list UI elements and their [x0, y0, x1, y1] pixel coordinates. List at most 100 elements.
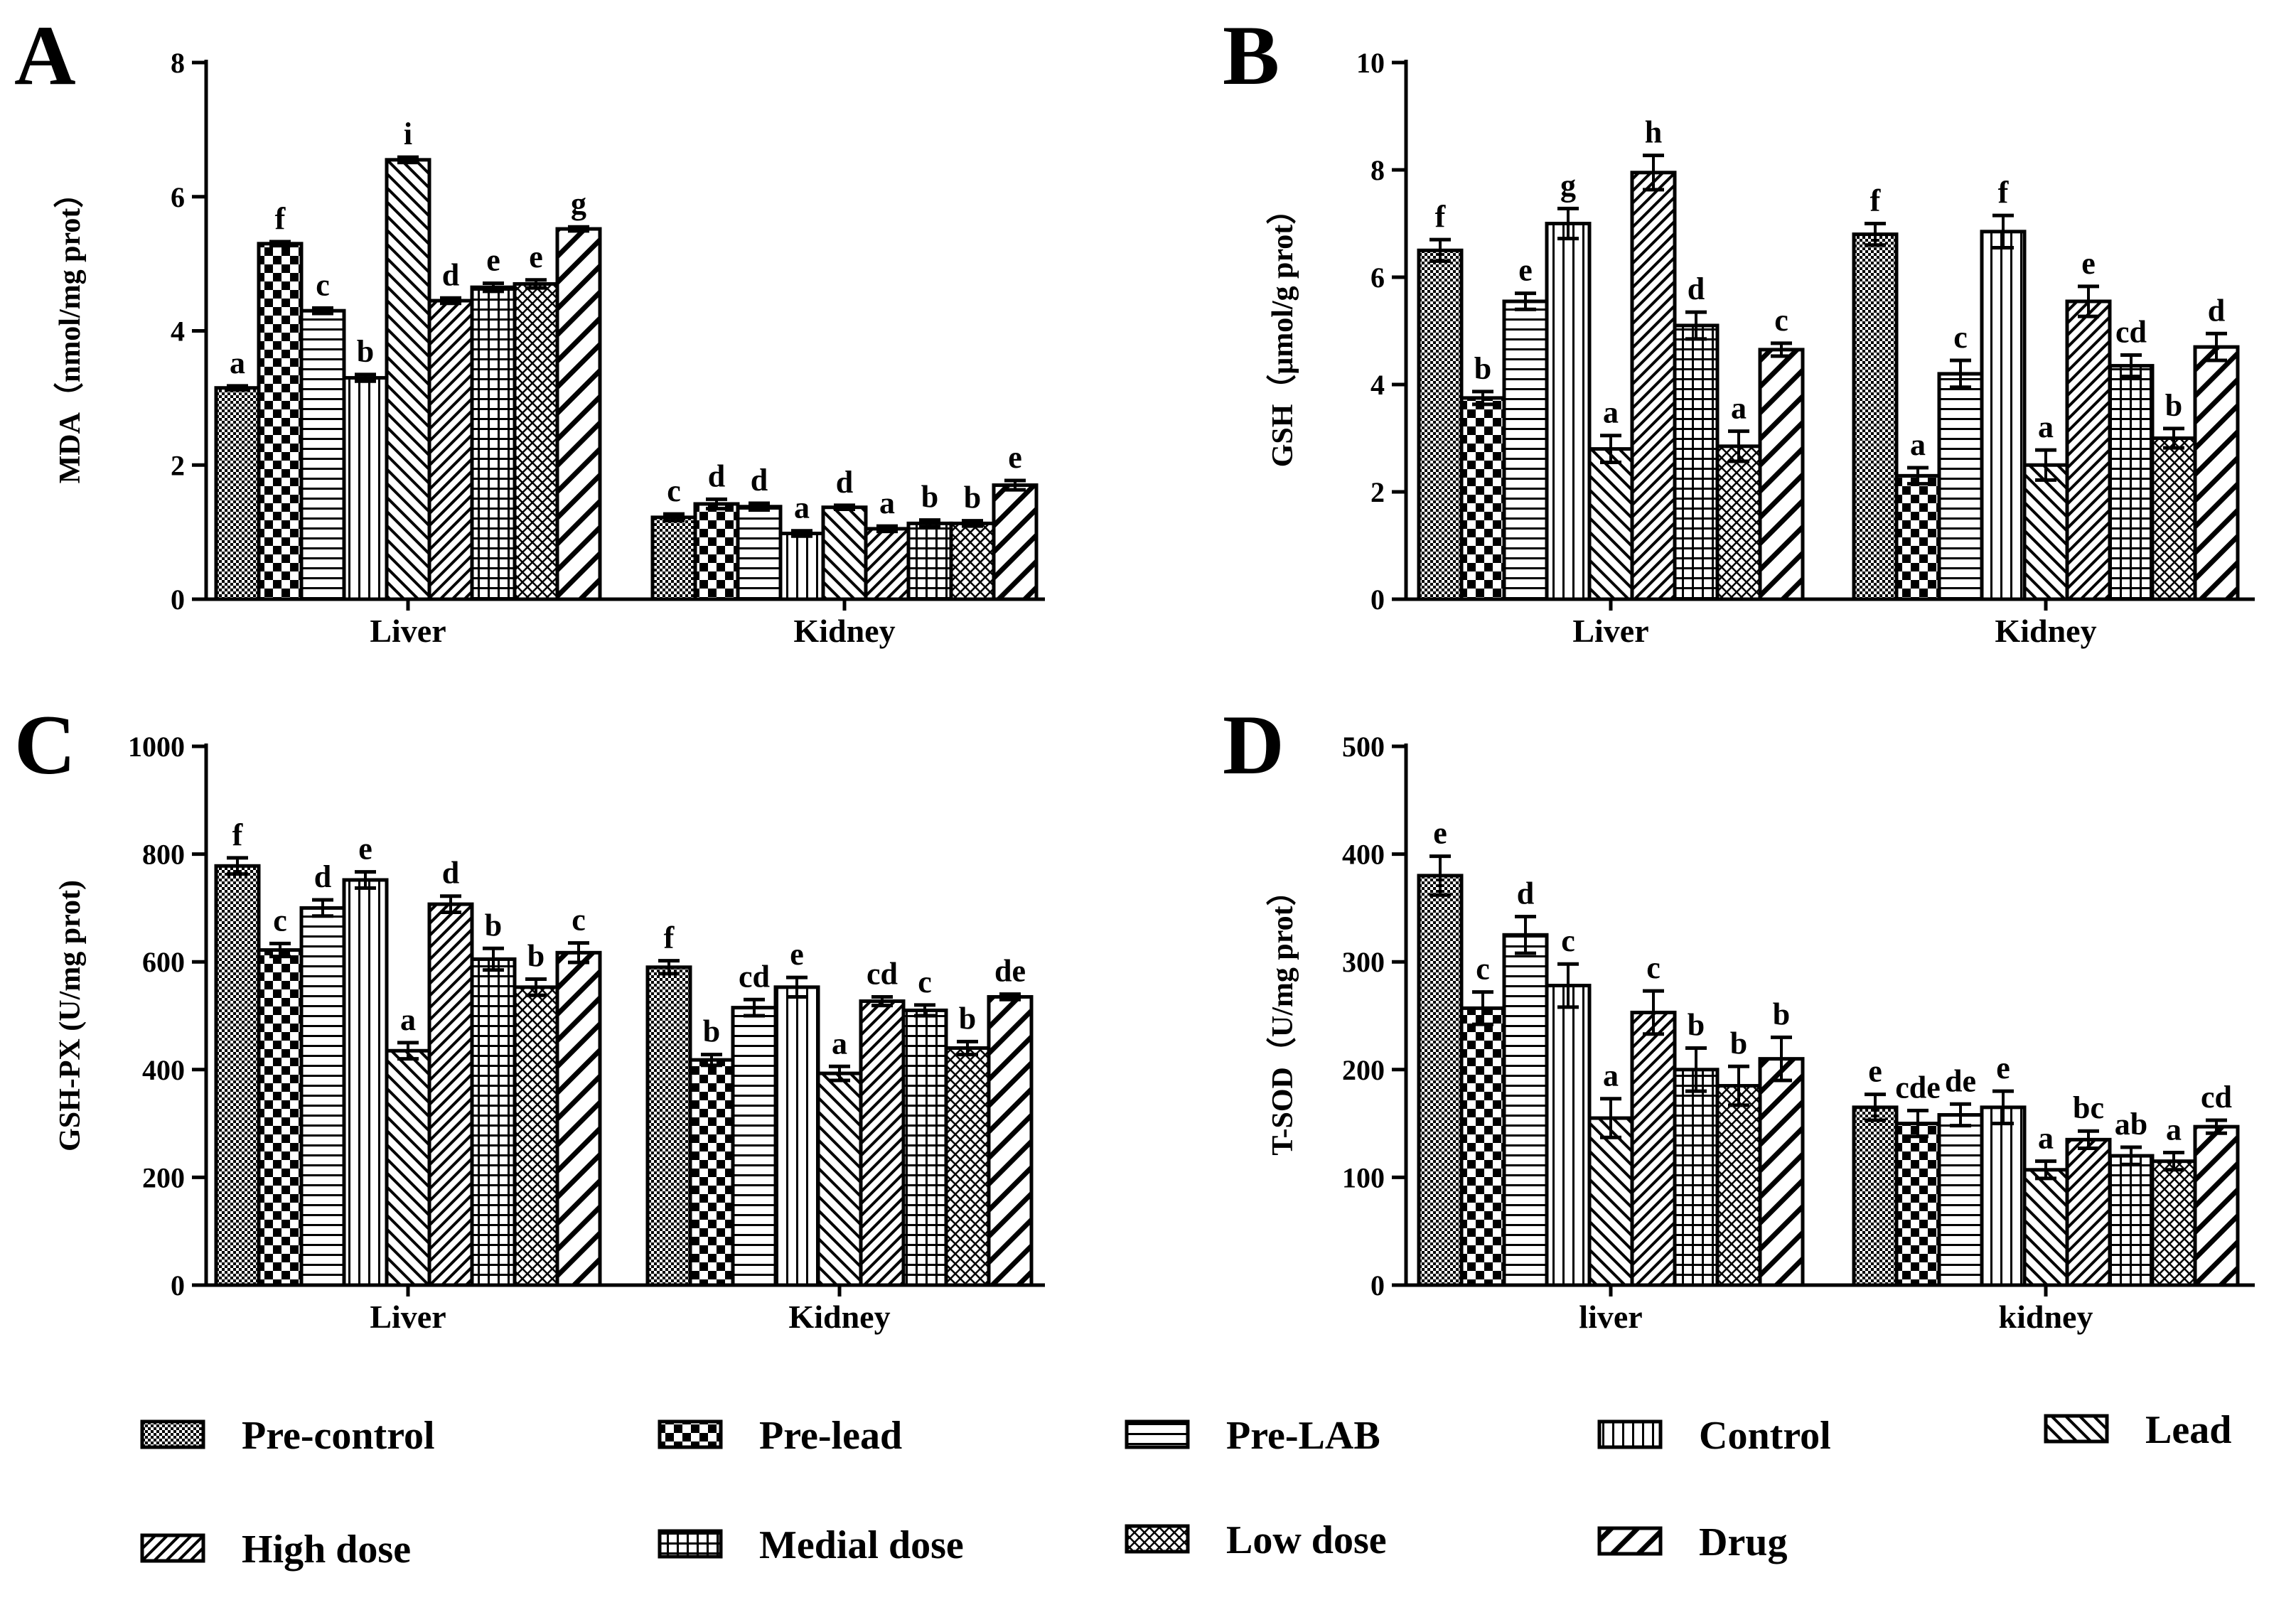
bar-low-dose-kidney: [2150, 436, 2197, 601]
error-bar: [440, 296, 461, 306]
error-bar: [1515, 291, 1536, 311]
y-tick-label: 2: [171, 449, 185, 481]
panel-letter: D: [1223, 697, 1284, 792]
bar-pre-control-kidney: [1852, 232, 1899, 601]
significance-letter: c: [1774, 303, 1788, 338]
error-bar: [312, 898, 333, 918]
significance-letter: b: [921, 480, 938, 515]
y-tick-label: 0: [1370, 584, 1385, 616]
error-bar: [397, 1041, 419, 1061]
bar-medial-dose-kidney: [2108, 364, 2155, 601]
error-bar: [919, 518, 940, 529]
significance-letter: d: [836, 465, 853, 500]
y-tick-label: 0: [171, 584, 185, 616]
significance-letter: a: [2038, 1121, 2054, 1156]
bar-pre-lab-liver: [1502, 933, 1549, 1287]
bar-pre-control-kidney: [645, 965, 692, 1287]
y-tick-label: 8: [171, 47, 185, 79]
significance-letter: d: [1688, 272, 1705, 306]
bar-control-kidney: [1980, 230, 2027, 601]
significance-letter: b: [1773, 997, 1790, 1031]
bar-high-dose-kidney: [2065, 299, 2112, 601]
bar-pre-lab-liver: [1502, 299, 1549, 601]
category-label-kidney: kidney: [1999, 1299, 2093, 1335]
category-label-kidney: Kidney: [788, 1299, 890, 1335]
y-tick-label: 0: [1370, 1269, 1385, 1301]
significance-letter: a: [230, 345, 245, 380]
category-label-kidney: Kidney: [793, 613, 895, 649]
error-bar: [2035, 1159, 2056, 1181]
bar-medial-dose-kidney: [906, 521, 953, 601]
bar-pre-lead-kidney: [1894, 1122, 1941, 1287]
error-bar: [1685, 1046, 1707, 1093]
chart-panel-b: B 0 2 4 6 8 10 GSH（μmol/g prot） f b e g a h d a c Liver f a…: [1223, 8, 2255, 649]
bar-high-dose-kidney: [2065, 1137, 2112, 1287]
significance-letter: b: [357, 334, 374, 369]
error-bar: [1685, 310, 1707, 341]
error-bar: [1950, 1102, 1971, 1128]
significance-letter: d: [708, 458, 725, 493]
significance-letter: d: [751, 463, 768, 498]
bar-medial-dose-liver: [1673, 1068, 1720, 1287]
error-bar: [1472, 390, 1493, 407]
error-bar: [2206, 331, 2227, 363]
bar-medial-dose-liver: [1673, 323, 1720, 601]
significance-letter: h: [1645, 115, 1662, 150]
error-bar: [2078, 284, 2099, 318]
error-bar: [1429, 854, 1451, 897]
significance-letter: d: [314, 859, 331, 894]
error-bar: [227, 856, 248, 876]
legend-label: Pre-LAB: [1226, 1414, 1380, 1458]
significance-letter: f: [232, 817, 244, 852]
significance-letter: de: [994, 954, 1026, 989]
legend-label: Low dose: [1226, 1518, 1387, 1562]
legend-swatch: [1125, 1419, 1190, 1449]
bar-drug-liver: [1758, 1057, 1805, 1287]
error-bar: [525, 977, 547, 997]
significance-letter: b: [703, 1014, 720, 1049]
significance-letter: d: [442, 257, 459, 292]
bar-pre-lead-kidney: [688, 1058, 735, 1287]
error-bar: [957, 1039, 978, 1057]
error-bar: [355, 870, 376, 890]
significance-letter: e: [1868, 1054, 1882, 1089]
error-bar: [1429, 237, 1451, 263]
bar-pre-lead-liver: [257, 242, 304, 601]
significance-letter: f: [1435, 199, 1447, 234]
significance-letter: e: [529, 240, 543, 274]
bar-pre-lead-liver: [1459, 396, 1506, 601]
bar-lead-liver: [1587, 1116, 1634, 1287]
significance-letter: cd: [867, 956, 898, 991]
error-bar: [2120, 1145, 2142, 1166]
error-bar: [2120, 353, 2142, 379]
bar-control-liver: [1545, 984, 1592, 1287]
error-bar: [1771, 1035, 1792, 1083]
bar-pre-lab-liver: [299, 308, 346, 601]
bar-drug-kidney: [2193, 1124, 2240, 1287]
significance-letter: a: [400, 1002, 416, 1037]
error-bar: [1643, 989, 1664, 1036]
significance-letter: f: [275, 201, 286, 236]
y-tick-label: 6: [1370, 262, 1385, 294]
significance-letter: c: [273, 903, 287, 938]
error-bar: [525, 278, 547, 290]
bar-high-dose-liver: [427, 902, 474, 1287]
error-bar: [483, 281, 504, 294]
y-tick-label: 10: [1356, 47, 1385, 79]
significance-letter: c: [918, 965, 932, 999]
significance-letter: f: [1870, 183, 1882, 218]
bar-drug-liver: [555, 227, 602, 601]
significance-letter: cde: [1895, 1070, 1941, 1105]
error-bar: [440, 894, 461, 914]
significance-letter: e: [358, 832, 372, 866]
error-bar: [1771, 341, 1792, 358]
significance-letter: c: [667, 473, 681, 508]
significance-letter: f: [1998, 175, 2010, 210]
legend-label: Pre-control: [242, 1414, 435, 1458]
error-bar: [269, 240, 291, 248]
legend-item-pre-lab: Pre-LAB: [1125, 1414, 1380, 1458]
error-bar: [701, 1053, 722, 1068]
y-tick-label: 6: [171, 181, 185, 213]
